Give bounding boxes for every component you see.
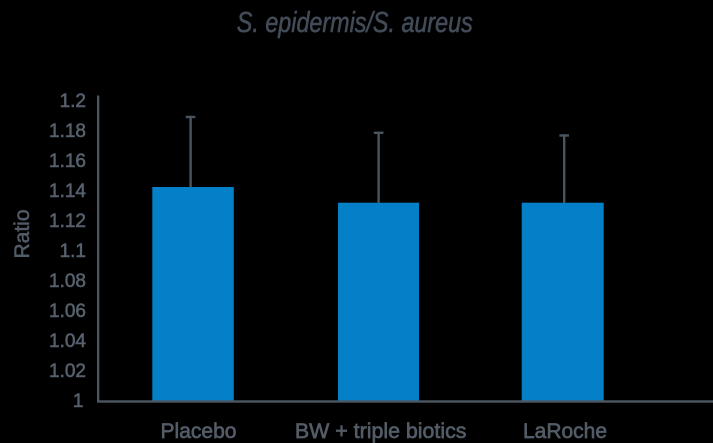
- svg-text:1.08: 1.08: [49, 271, 86, 292]
- svg-text:1.18: 1.18: [49, 121, 86, 142]
- svg-text:1.1: 1.1: [60, 241, 86, 262]
- svg-text:1.2: 1.2: [60, 91, 86, 112]
- svg-text:1.14: 1.14: [49, 181, 86, 202]
- svg-text:LaRoche: LaRoche: [523, 420, 607, 443]
- svg-text:1.06: 1.06: [49, 301, 86, 322]
- svg-text:Ratio: Ratio: [11, 209, 34, 258]
- svg-text:1.02: 1.02: [49, 361, 86, 382]
- svg-text:Placebo: Placebo: [161, 420, 237, 443]
- svg-text:S. epidermis/S. aureus: S. epidermis/S. aureus: [237, 7, 473, 39]
- svg-text:1.12: 1.12: [49, 211, 86, 232]
- svg-text:1: 1: [73, 391, 84, 412]
- svg-text:BW + triple biotics: BW + triple biotics: [295, 420, 467, 443]
- svg-text:1.04: 1.04: [49, 331, 86, 352]
- svg-text:1.16: 1.16: [49, 151, 86, 172]
